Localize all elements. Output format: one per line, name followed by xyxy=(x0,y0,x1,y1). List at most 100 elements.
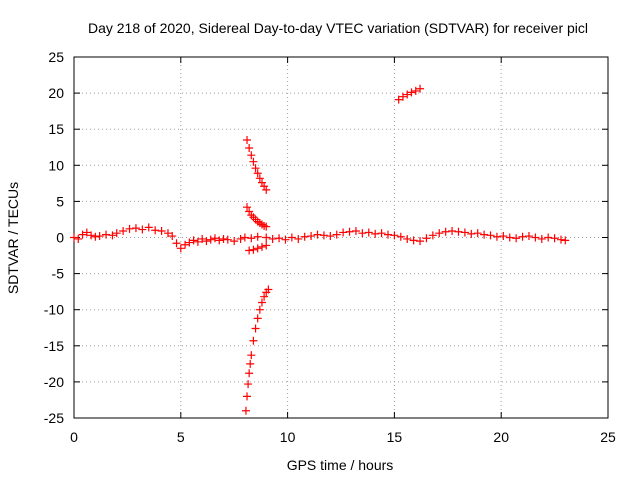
data-point xyxy=(416,237,425,246)
data-point xyxy=(82,228,91,237)
data-point xyxy=(241,406,250,415)
data-point xyxy=(268,234,277,243)
data-point xyxy=(202,237,211,246)
data-point xyxy=(281,235,290,244)
data-point xyxy=(492,232,501,241)
x-tick-label: 25 xyxy=(600,429,616,445)
data-point xyxy=(454,227,463,236)
chart-title: Day 218 of 2020, Sidereal Day-to-day VTE… xyxy=(88,20,588,36)
data-point xyxy=(193,237,202,246)
data-point xyxy=(332,230,341,239)
data-point xyxy=(262,222,271,231)
data-point xyxy=(108,231,117,240)
data-point xyxy=(253,169,262,178)
data-point xyxy=(245,369,254,378)
data-point xyxy=(294,234,303,243)
x-axis-label: GPS time / hours xyxy=(287,457,394,473)
data-point xyxy=(240,233,249,242)
data-point xyxy=(102,230,111,239)
data-point xyxy=(345,227,354,236)
data-point xyxy=(262,241,271,250)
x-tick-label: 20 xyxy=(493,429,509,445)
data-point xyxy=(499,232,508,241)
axis-ticks: 0 5 10 15 20 25 -25 -20 -15 -10 -5 0 5 10 15 20 25 xyxy=(44,49,616,445)
data-point xyxy=(168,232,177,241)
data-point xyxy=(251,164,260,173)
data-point xyxy=(557,235,566,244)
series-arc-middle xyxy=(243,203,271,231)
data-point xyxy=(253,314,262,323)
y-tick-label: 10 xyxy=(48,157,64,173)
y-tick-label: -25 xyxy=(44,410,64,426)
data-point xyxy=(371,229,380,238)
x-tick-label: 5 xyxy=(177,429,185,445)
y-tick-label: 20 xyxy=(48,85,64,101)
x-tick-label: 10 xyxy=(280,429,296,445)
data-point xyxy=(91,232,100,241)
data-point xyxy=(262,185,271,194)
data-point xyxy=(70,233,78,242)
series-arc-lower xyxy=(241,285,273,415)
series-arc-upper xyxy=(243,136,271,194)
data-point xyxy=(339,228,348,237)
data-point xyxy=(247,234,256,243)
data-point xyxy=(112,229,121,238)
data-point xyxy=(157,227,166,236)
y-tick-label: -5 xyxy=(52,266,65,282)
data-point xyxy=(358,229,367,238)
y-tick-label: 0 xyxy=(56,230,64,246)
data-point xyxy=(151,226,160,235)
data-point xyxy=(247,151,256,160)
x-tick-label: 0 xyxy=(70,429,78,445)
data-point xyxy=(512,234,521,243)
data-point xyxy=(245,143,254,152)
data-point xyxy=(247,211,256,220)
data-point xyxy=(138,225,147,234)
data-point xyxy=(185,238,194,247)
data-point xyxy=(441,227,450,236)
y-tick-label: -20 xyxy=(44,374,64,390)
data-point xyxy=(144,223,153,232)
data-point xyxy=(416,84,425,93)
series-arc-small xyxy=(245,241,271,255)
data-point xyxy=(74,234,83,243)
data-point xyxy=(260,182,269,191)
data-point xyxy=(206,235,215,244)
data-point xyxy=(210,234,219,243)
data-point xyxy=(313,230,322,239)
data-point xyxy=(377,229,386,238)
data-point xyxy=(262,233,271,242)
data-point xyxy=(537,234,546,243)
data-point xyxy=(257,242,266,251)
data-point xyxy=(319,231,328,240)
data-point xyxy=(544,233,553,242)
data-point xyxy=(524,232,533,241)
data-point xyxy=(236,234,245,243)
data-point xyxy=(257,178,266,187)
y-tick-label: -15 xyxy=(44,338,64,354)
data-point xyxy=(460,228,469,237)
data-point xyxy=(486,231,495,240)
data-point xyxy=(189,236,198,245)
data-point xyxy=(215,236,224,245)
grid xyxy=(74,57,608,418)
data-point xyxy=(246,359,255,368)
data-point xyxy=(307,232,316,241)
data-point xyxy=(411,86,420,95)
data-point xyxy=(505,233,514,242)
y-tick-label: 5 xyxy=(56,193,64,209)
y-axis-label: SDTVAR / TECUs xyxy=(5,182,21,294)
data-point xyxy=(351,227,360,236)
series-baseline xyxy=(70,223,570,253)
data-point xyxy=(398,92,407,101)
data-point xyxy=(253,232,262,241)
data-point xyxy=(390,231,399,240)
data-point xyxy=(287,233,296,242)
data-point xyxy=(275,234,284,243)
data-point xyxy=(181,240,190,249)
data-point xyxy=(300,232,309,241)
y-tick-label: 15 xyxy=(48,121,64,137)
data-point xyxy=(435,229,444,238)
data-point xyxy=(78,230,87,239)
